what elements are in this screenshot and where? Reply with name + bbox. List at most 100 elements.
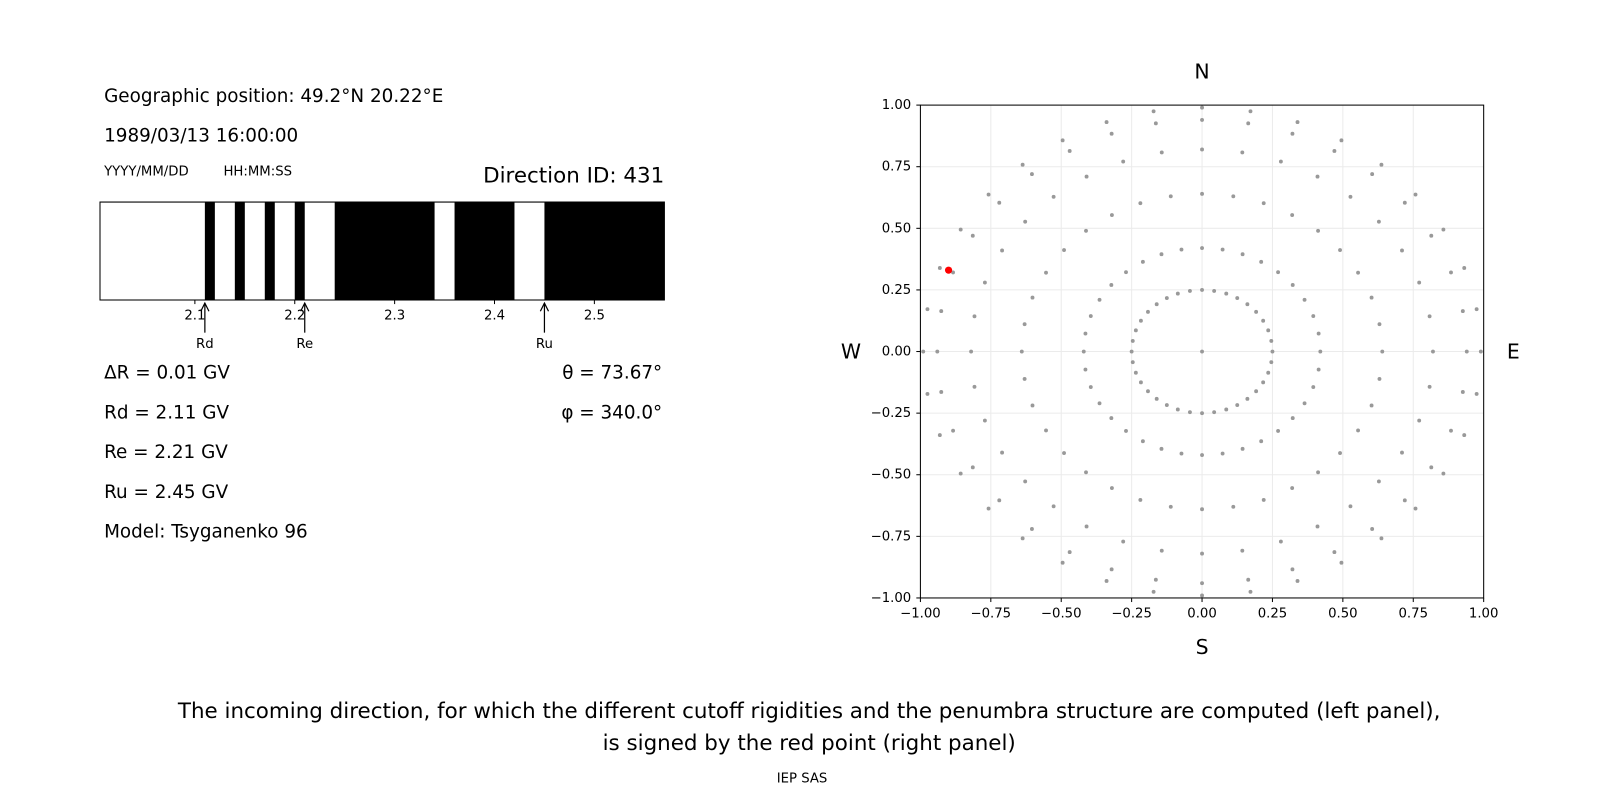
direction-point: [1261, 497, 1266, 502]
direction-point: [1460, 390, 1465, 394]
direction-point: [1124, 428, 1128, 433]
penumbra-title: Direction ID: 431: [483, 164, 664, 189]
direction-point: [1316, 331, 1321, 336]
marker-label: Ru: [536, 337, 553, 352]
direction-point: [1240, 446, 1245, 451]
compass-label: W: [841, 340, 861, 364]
y-tick-label: 0.50: [882, 221, 912, 236]
direction-point: [982, 418, 987, 423]
direction-point: [1200, 411, 1204, 416]
direction-point: [1083, 331, 1088, 336]
direction-point: [1084, 524, 1089, 529]
direction-point: [1200, 105, 1204, 110]
direction-point: [1417, 280, 1422, 285]
direction-point: [1200, 117, 1204, 122]
direction-point: [1302, 297, 1307, 302]
direction-point: [1377, 376, 1382, 381]
direction-point: [1240, 150, 1245, 155]
direction-point: [1369, 403, 1374, 408]
direction-point: [1413, 506, 1418, 511]
direction-point: [1318, 349, 1323, 354]
direction-point: [1261, 201, 1266, 206]
direction-point: [1276, 428, 1281, 433]
direction-point: [1259, 259, 1264, 264]
compass-label: N: [1194, 59, 1209, 83]
direction-point: [1220, 451, 1225, 456]
direction-point: [1200, 507, 1204, 512]
direction-point: [1200, 453, 1204, 457]
marker-arrowhead: [300, 301, 310, 312]
direction-point: [986, 192, 991, 197]
direction-point: [1245, 302, 1250, 307]
direction-point: [1449, 270, 1453, 275]
angle: θ = 73.67°: [562, 362, 662, 383]
direction-point: [1245, 396, 1250, 401]
direction-point: [1130, 338, 1135, 343]
direction-point: [1081, 349, 1086, 354]
direction-point: [1220, 247, 1225, 252]
direction-point: [1067, 148, 1072, 153]
direction-point: [1083, 367, 1088, 372]
y-tick-label: 1.00: [882, 98, 912, 113]
direction-point: [1376, 219, 1381, 224]
direction-point: [1295, 120, 1300, 125]
forbidden-band: [294, 202, 305, 300]
direction-point: [1200, 349, 1204, 354]
direction-point: [1311, 314, 1316, 318]
y-tick-label: 0.00: [882, 345, 912, 360]
direction-point: [925, 307, 930, 312]
direction-point: [1153, 121, 1158, 126]
direction-point: [1109, 131, 1114, 136]
direction-point: [1254, 389, 1259, 394]
direction-point: [1474, 307, 1479, 312]
direction-point: [1224, 291, 1229, 296]
direction-point: [1109, 283, 1114, 287]
direction-point: [972, 314, 977, 319]
direction-point: [1348, 504, 1353, 509]
direction-point: [1212, 288, 1217, 293]
direction-point: [1429, 465, 1434, 470]
forbidden-band: [544, 202, 665, 300]
parameter: Model: Tsyganenko 96: [104, 522, 308, 543]
direction-point: [1377, 322, 1382, 327]
direction-point: [970, 465, 975, 470]
direction-point: [937, 433, 942, 438]
direction-point: [1338, 248, 1342, 252]
direction-point: [1133, 328, 1138, 333]
direction-point: [1261, 380, 1266, 385]
x-tick-label: −1.00: [900, 606, 941, 621]
direction-point: [1044, 428, 1048, 433]
direction-point: [1379, 536, 1384, 541]
direction-point: [1084, 228, 1088, 233]
direction-point: [1427, 314, 1432, 319]
x-tick-label: 2.2: [284, 308, 305, 323]
direction-point: [1051, 504, 1056, 509]
direction-point: [1088, 385, 1093, 389]
direction-point: [1240, 252, 1245, 257]
direction-point: [1104, 120, 1109, 125]
position: Geographic position: 49.2°N 20.22°E: [104, 86, 443, 107]
direction-point: [1138, 318, 1143, 323]
direction-point: [1441, 471, 1446, 476]
direction-point: [1278, 159, 1283, 164]
direction-point: [1266, 370, 1271, 375]
direction-point: [1200, 593, 1204, 598]
direction-point: [951, 428, 956, 433]
direction-point: [1146, 309, 1150, 314]
direction-point: [1460, 309, 1465, 314]
direction-point: [1276, 270, 1281, 275]
direction-point: [1290, 131, 1295, 136]
caption: The incoming direction, for which the di…: [177, 699, 1441, 724]
y-tick-label: −1.00: [871, 591, 912, 606]
direction-point: [1224, 407, 1229, 412]
forbidden-band: [204, 202, 215, 300]
marker-arrowhead: [200, 301, 210, 312]
x-tick-label: 2.4: [484, 308, 505, 323]
direction-point: [1266, 328, 1271, 333]
direction-point: [1088, 314, 1093, 318]
direction-point: [1474, 391, 1479, 396]
footer: IEP SAS: [777, 772, 828, 787]
parameter: Re = 2.21 GV: [104, 442, 228, 463]
